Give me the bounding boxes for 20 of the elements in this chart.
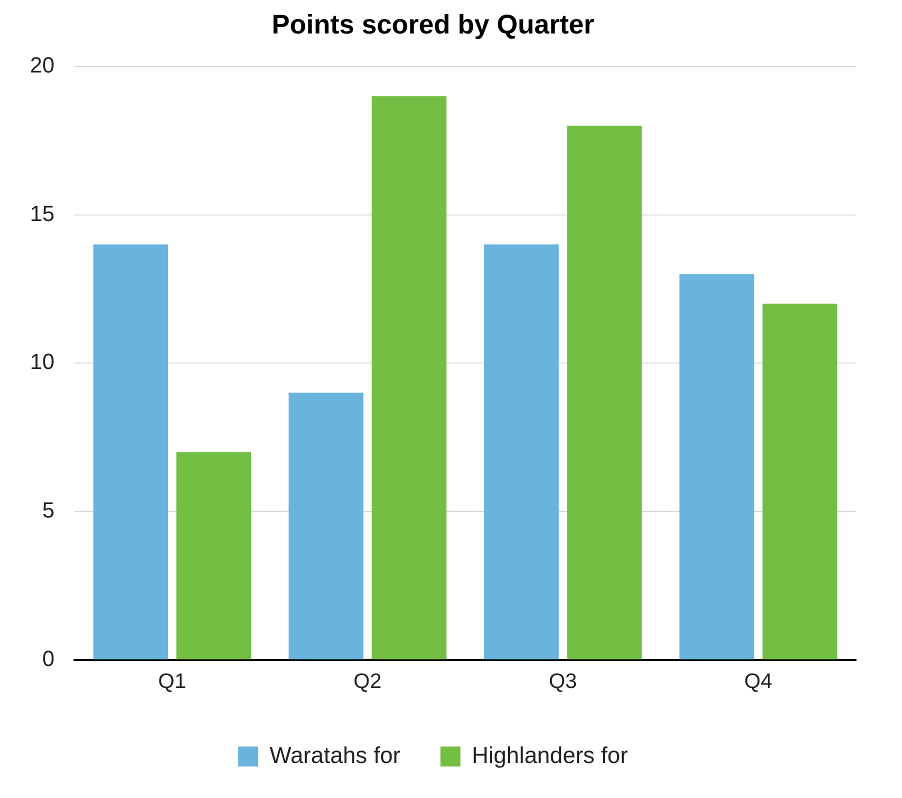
bar <box>679 274 754 660</box>
bar <box>484 244 559 660</box>
chart-title: Points scored by Quarter <box>272 10 595 40</box>
x-tick-label: Q4 <box>744 670 773 694</box>
y-tick-label: 15 <box>30 200 54 226</box>
x-tick-label: Q2 <box>354 670 382 694</box>
bar <box>567 126 642 660</box>
bar <box>372 96 446 660</box>
y-tick-label: 5 <box>42 498 54 523</box>
y-tick-label: 10 <box>30 349 54 374</box>
x-tick-label: Q3 <box>548 670 577 694</box>
y-tick-label: 0 <box>42 646 54 671</box>
bar <box>93 244 168 660</box>
legend-label: Waratahs for <box>270 742 401 768</box>
y-tick-label: 20 <box>30 52 54 78</box>
x-tick-label: Q1 <box>158 670 186 694</box>
bar <box>762 304 838 660</box>
bar <box>288 392 364 660</box>
legend-label: Highlanders for <box>472 742 628 768</box>
bar <box>176 452 252 660</box>
